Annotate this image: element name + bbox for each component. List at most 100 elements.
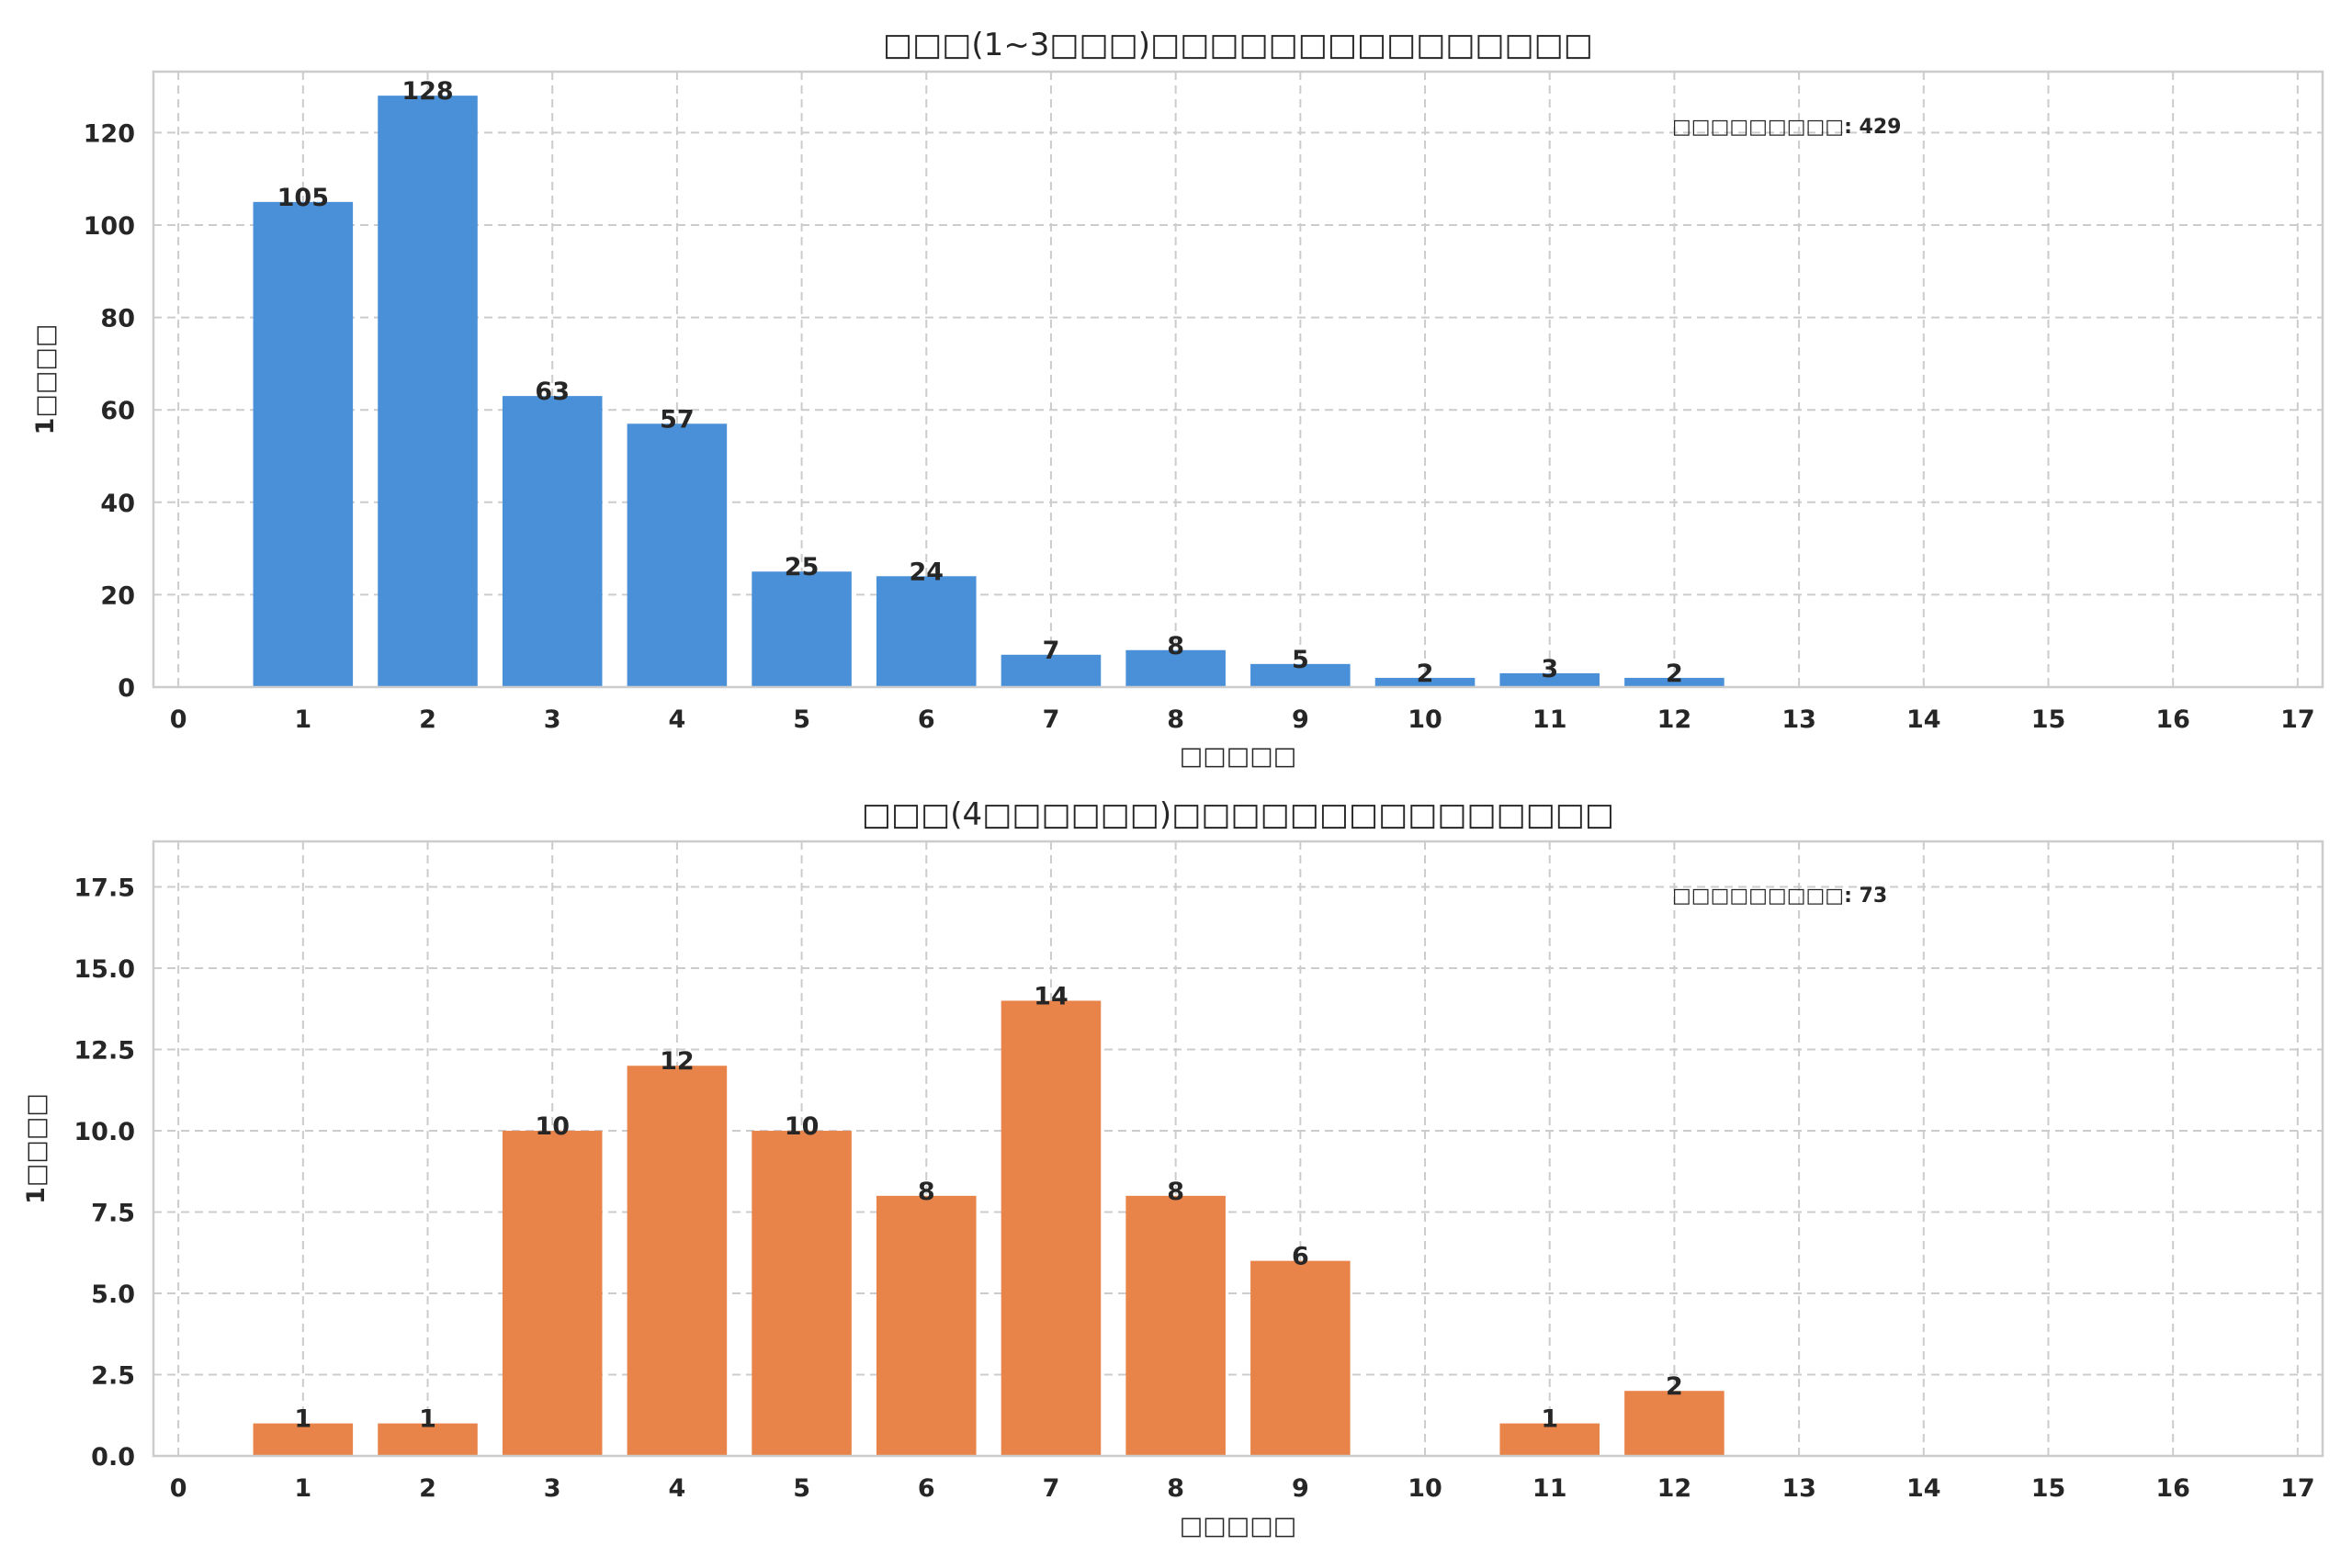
- y-tick-label: 10.0: [74, 1118, 135, 1146]
- data-label-10: 2: [1417, 660, 1434, 688]
- data-label-8: 8: [1167, 1178, 1184, 1206]
- x-tick-label: 1: [294, 1474, 311, 1503]
- bar-9: [1250, 663, 1351, 687]
- x-tick-label: 11: [1532, 1474, 1567, 1503]
- x-tick-label: 13: [1781, 705, 1816, 734]
- bar-12: [1624, 677, 1724, 687]
- y-axis-label: 1□□□□: [31, 324, 60, 435]
- bar-11: [1499, 672, 1600, 687]
- data-label-9: 6: [1292, 1243, 1309, 1271]
- x-tick-label: 16: [2155, 1474, 2190, 1503]
- x-tick-label: 16: [2155, 705, 2190, 734]
- data-label-4: 57: [660, 405, 695, 434]
- x-tick-label: 13: [1781, 1474, 1816, 1503]
- data-label-4: 12: [660, 1047, 695, 1076]
- y-tick-label: 15.0: [74, 955, 135, 984]
- x-tick-label: 7: [1043, 1474, 1060, 1503]
- y-axis-label: 1□□□□: [22, 1093, 51, 1204]
- x-tick-label: 12: [1657, 1474, 1692, 1503]
- x-tick-label: 0: [170, 1474, 187, 1503]
- x-tick-label: 4: [668, 705, 685, 734]
- data-label-2: 128: [401, 77, 453, 106]
- bar-9: [1250, 1260, 1351, 1456]
- y-tick-label: 0.0: [91, 1443, 135, 1472]
- data-label-9: 5: [1292, 646, 1309, 674]
- x-tick-label: 1: [294, 705, 311, 734]
- x-tick-label: 17: [2280, 1474, 2315, 1503]
- data-label-1: 105: [277, 184, 329, 212]
- bar-3: [502, 1131, 603, 1456]
- bar-7: [1001, 1000, 1102, 1456]
- x-tick-label: 12: [1657, 705, 1692, 734]
- data-label-5: 25: [785, 553, 820, 581]
- bar-8: [1125, 649, 1226, 687]
- axes-frame: [152, 70, 2324, 689]
- x-tick-label: 9: [1292, 705, 1309, 734]
- axes-frame: [152, 840, 2324, 1458]
- bar-4: [627, 1066, 728, 1456]
- total-annotation: □□□□□□□□□: 429: [1672, 116, 1901, 139]
- bar-1: [253, 201, 354, 687]
- data-label-2: 1: [419, 1405, 436, 1434]
- data-label-7: 7: [1043, 637, 1060, 665]
- x-axis-label: □□□□□: [1180, 742, 1297, 771]
- bar-4: [627, 423, 728, 687]
- x-tick-label: 7: [1043, 705, 1060, 734]
- x-tick-label: 9: [1292, 1474, 1309, 1503]
- data-label-7: 14: [1034, 982, 1069, 1010]
- bar-2: [378, 1423, 478, 1456]
- data-label-8: 8: [1167, 632, 1184, 660]
- bar-8: [1125, 1195, 1226, 1456]
- chart-title: □□□(1~3□□□)□□□□□□□□□□□□□□□: [883, 27, 1593, 63]
- x-tick-label: 2: [419, 705, 436, 734]
- x-tick-label: 15: [2031, 705, 2066, 734]
- data-label-3: 10: [535, 1112, 570, 1141]
- x-tick-label: 0: [170, 705, 187, 734]
- x-tick-label: 10: [1408, 705, 1442, 734]
- x-axis-label: □□□□□: [1180, 1512, 1297, 1540]
- data-label-6: 24: [909, 558, 944, 586]
- bar-1: [253, 1423, 354, 1456]
- bar-2: [378, 96, 478, 688]
- x-tick-label: 4: [668, 1474, 685, 1503]
- subplot-2: [152, 840, 2324, 1458]
- x-tick-label: 10: [1408, 1474, 1442, 1503]
- bar-5: [752, 1131, 852, 1456]
- bar-11: [1499, 1423, 1600, 1456]
- data-label-12: 2: [1666, 660, 1683, 688]
- x-tick-label: 14: [1906, 705, 1941, 734]
- bar-12: [1624, 1391, 1724, 1456]
- x-tick-label: 8: [1167, 1474, 1184, 1503]
- bar-6: [876, 576, 977, 687]
- data-label-11: 1: [1541, 1405, 1558, 1434]
- y-tick-label: 20: [100, 581, 135, 610]
- y-tick-label: 40: [100, 490, 135, 518]
- data-label-11: 3: [1541, 655, 1558, 683]
- y-tick-label: 12.5: [74, 1037, 135, 1066]
- y-tick-label: 100: [84, 212, 135, 241]
- x-tick-label: 5: [793, 705, 810, 734]
- data-label-6: 8: [918, 1178, 935, 1206]
- x-tick-label: 8: [1167, 705, 1184, 734]
- y-tick-label: 5.0: [91, 1280, 135, 1309]
- data-label-1: 1: [294, 1405, 311, 1434]
- x-tick-label: 6: [918, 705, 935, 734]
- bar-10: [1374, 677, 1476, 687]
- x-tick-label: 5: [793, 1474, 810, 1503]
- bar-7: [1001, 654, 1102, 687]
- y-tick-label: 120: [84, 119, 135, 148]
- x-tick-label: 3: [544, 1474, 561, 1503]
- bar-3: [502, 396, 603, 687]
- x-tick-label: 14: [1906, 1474, 1941, 1503]
- x-tick-label: 11: [1532, 705, 1567, 734]
- data-label-5: 10: [785, 1112, 820, 1141]
- y-tick-label: 17.5: [74, 874, 135, 903]
- data-label-3: 63: [535, 378, 570, 406]
- y-tick-label: 2.5: [91, 1362, 135, 1391]
- y-tick-label: 0: [118, 674, 135, 703]
- y-tick-label: 80: [100, 305, 135, 333]
- x-tick-label: 15: [2031, 1474, 2066, 1503]
- x-tick-label: 6: [918, 1474, 935, 1503]
- bar-6: [876, 1195, 977, 1456]
